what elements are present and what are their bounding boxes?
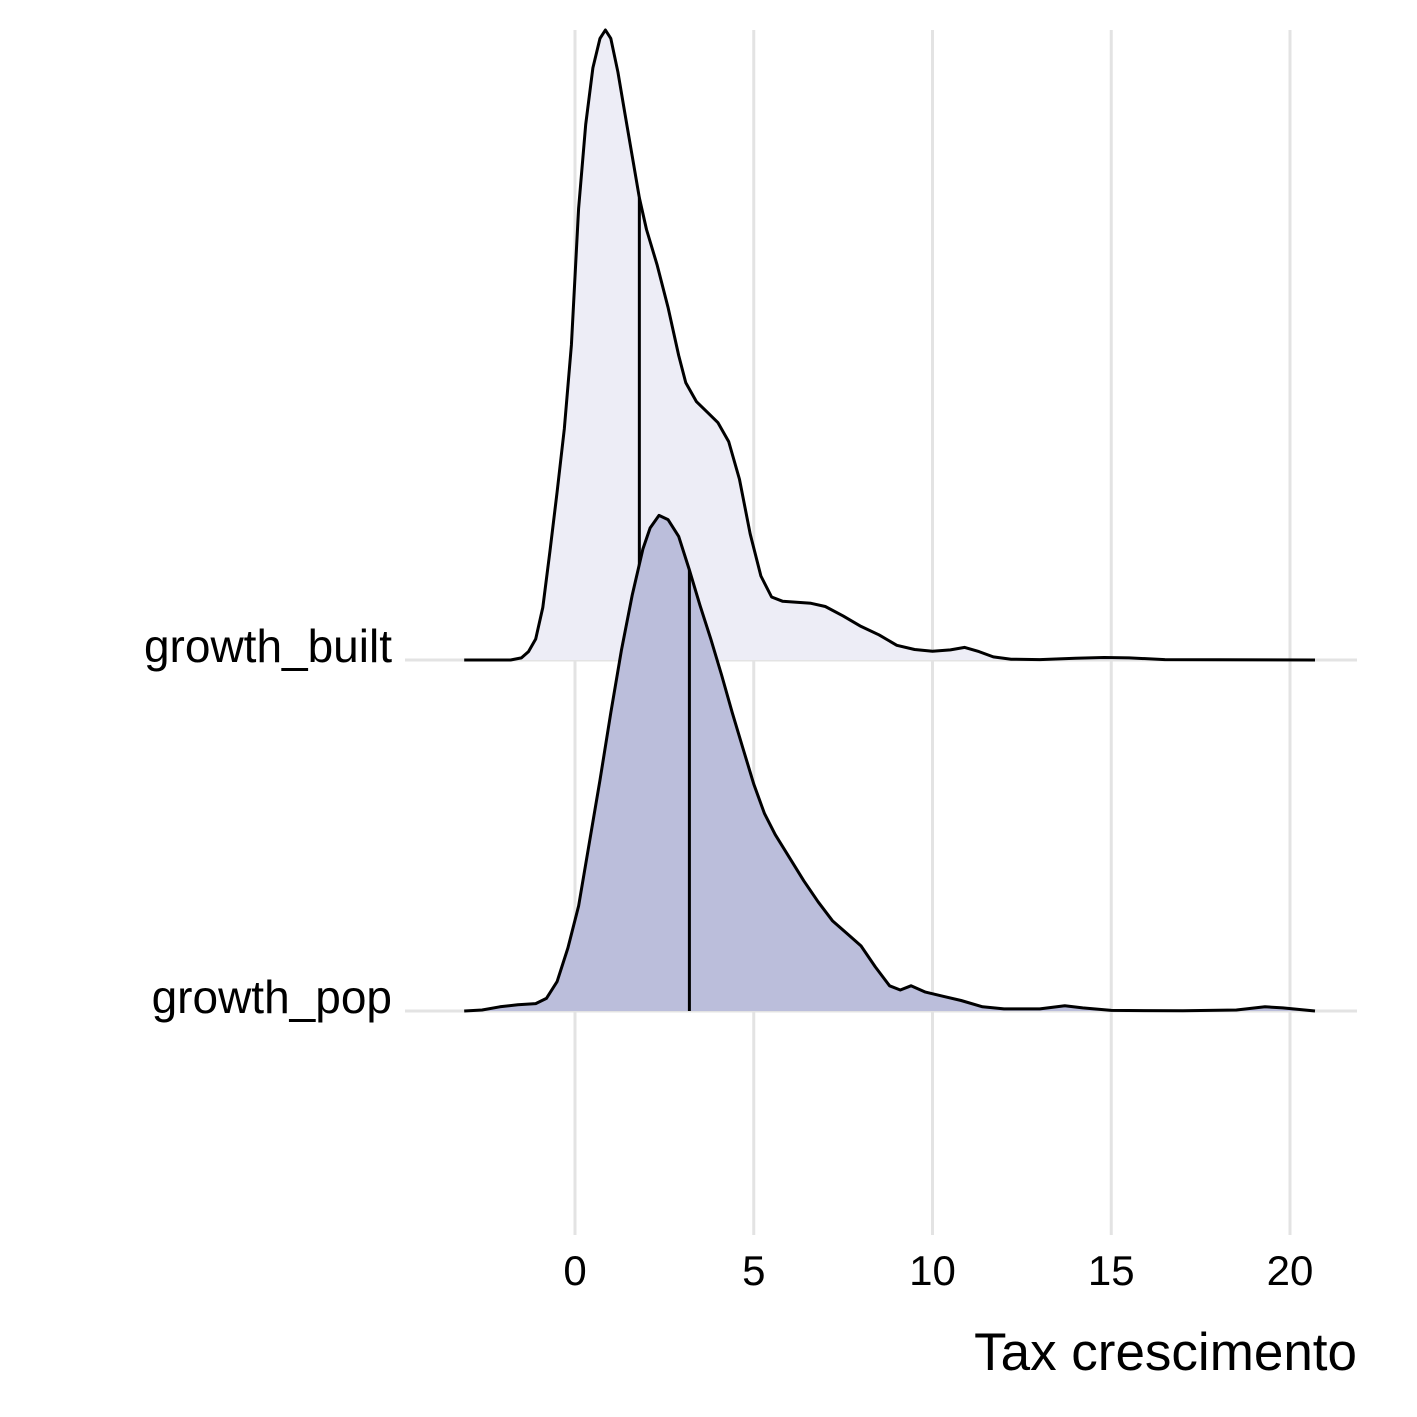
x-axis-ticks: 0 5 10 15 20: [563, 1247, 1313, 1294]
ridges: [464, 28, 1316, 1013]
ridge-growth_pop: [464, 513, 1316, 1013]
x-tick-label-15: 15: [1088, 1247, 1135, 1294]
x-tick-label-10: 10: [909, 1247, 956, 1294]
x-tick-label-5: 5: [742, 1247, 765, 1294]
density-curve-growth_pop: [464, 513, 1316, 1013]
x-tick-label-0: 0: [563, 1247, 586, 1294]
density-area-growth_pop: [464, 515, 1315, 1011]
x-axis-title: Tax crescimento: [974, 1323, 1357, 1382]
ridge-growth_built: [464, 28, 1316, 662]
x-tick-label-20: 20: [1267, 1247, 1314, 1294]
density-area-growth_built: [464, 30, 1315, 660]
category-label-growth_built: growth_built: [144, 620, 392, 672]
category-label-growth_pop: growth_pop: [152, 971, 392, 1023]
category-labels: growth_built growth_pop: [144, 620, 392, 1023]
density-curve-growth_built: [464, 28, 1316, 662]
